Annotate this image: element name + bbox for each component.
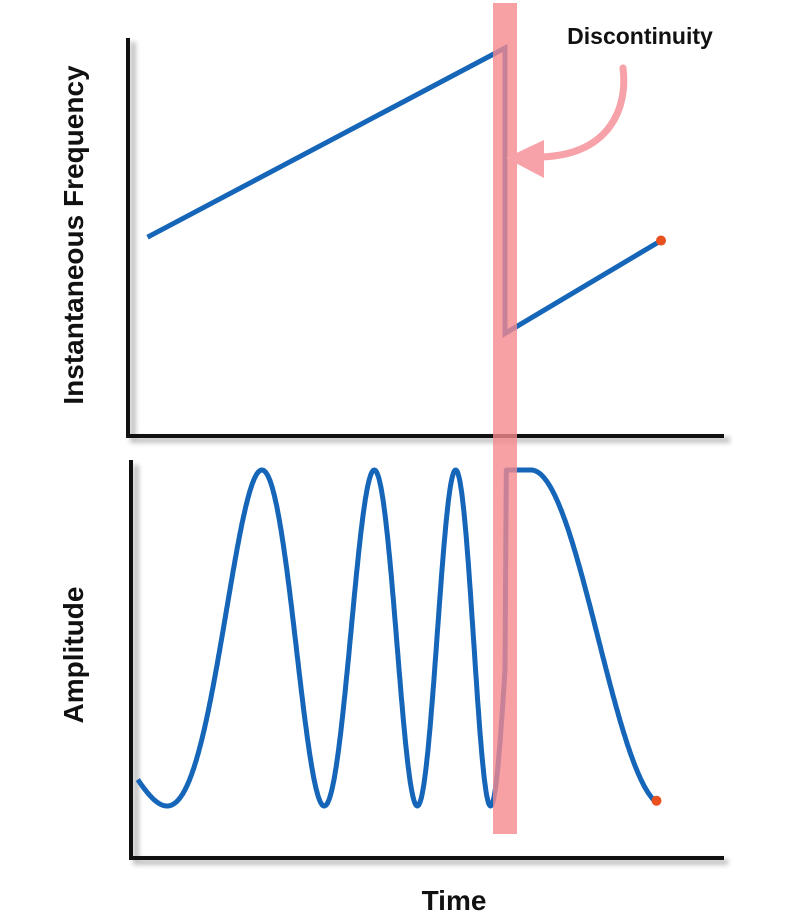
discontinuity-arrow: [506, 64, 628, 178]
top-y-axis-label: Instantaneous Frequency: [58, 65, 89, 405]
amplitude-plot: [135, 467, 662, 809]
x-axis-label: Time: [422, 885, 487, 916]
amplitude-line: [135, 467, 657, 809]
amplitude-end-marker: [651, 795, 662, 806]
discontinuity-label: Discontinuity: [567, 23, 713, 49]
frequency-end-marker: [656, 235, 666, 246]
discontinuity-band: [493, 3, 517, 834]
bottom-y-axis-label: Amplitude: [58, 587, 89, 724]
frequency-plot: [146, 43, 666, 338]
discontinuity-band-layer: [493, 3, 517, 834]
frequency-line: [146, 43, 663, 338]
